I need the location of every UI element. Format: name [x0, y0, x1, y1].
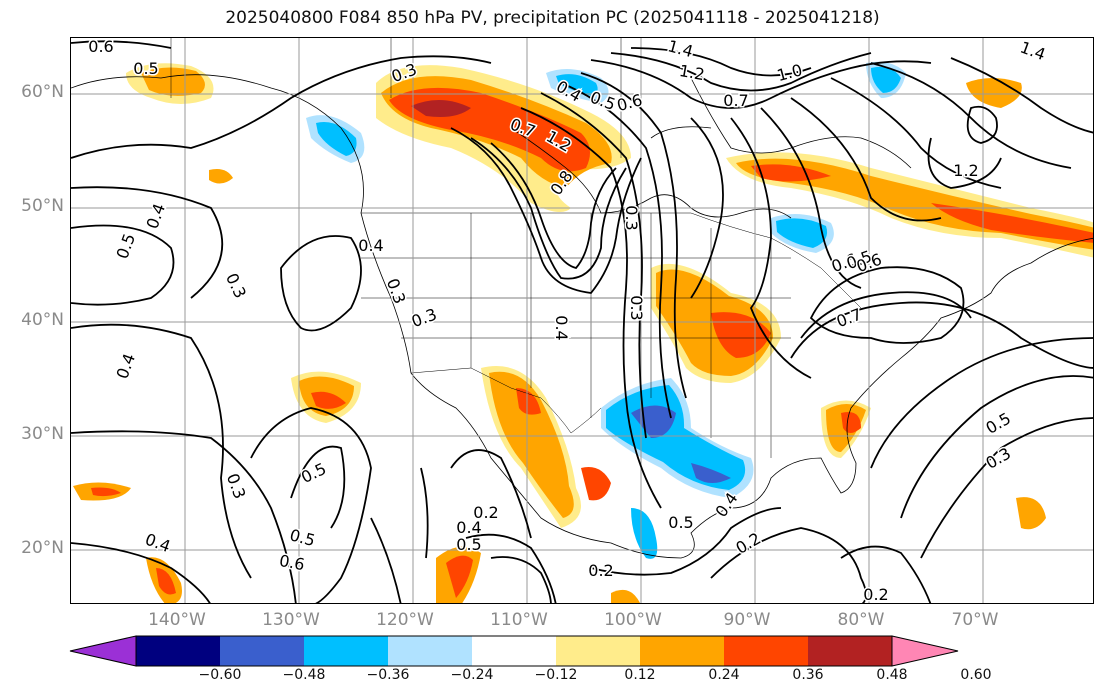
contour-label: 1.0	[775, 60, 805, 85]
contour-label: 0.2	[588, 561, 613, 580]
colorbar-segment	[472, 636, 556, 666]
colorbar-segment	[304, 636, 388, 666]
shade-positive	[1016, 497, 1046, 530]
colorbar-tick-label: −0.12	[534, 667, 578, 683]
shade-negative	[871, 66, 901, 93]
lon-label: 140°W	[148, 610, 206, 630]
contour-label: 0.2	[473, 503, 498, 522]
precipitation-shading	[73, 61, 1093, 603]
contour-label: 0.3	[383, 276, 410, 306]
contour-label: 0.3	[982, 444, 1014, 473]
shade-positive	[91, 487, 121, 497]
contour-label: 0.3	[222, 270, 250, 301]
colorbar-tick-label: 0.48	[876, 667, 908, 683]
map-panel: 0.6 0.5 1.4 1.2 1.0 0.7 1.4 0.3 0.4 0.5 0.6 0.7 1.2 0…	[70, 37, 1094, 604]
shade-positive	[411, 99, 471, 117]
lat-label: 30°N	[21, 424, 64, 444]
colorbar-tick-label: 0.60	[960, 667, 992, 683]
colorbar-tick-label: 0.24	[708, 667, 740, 683]
shade-negative	[556, 74, 598, 96]
contour-label: 1.2	[953, 161, 978, 180]
contour-label: 0.5	[288, 525, 318, 550]
map-plot: 0.60.51.41.2 1.00.71.40.30.4 0.50.60.7 1.20…	[71, 38, 1093, 604]
shade-positive	[841, 412, 861, 433]
contour-label: 0.3	[627, 295, 646, 320]
contour-label: 0.4	[358, 236, 383, 255]
pv-contours	[71, 40, 1093, 603]
contour-label: 0.5	[133, 59, 158, 78]
contour-label: 0.5	[456, 535, 481, 554]
contour-label: 0.4	[552, 315, 571, 340]
political-borders	[170, 38, 862, 458]
contour-label: 0.2	[863, 585, 888, 604]
shade-positive	[489, 371, 574, 518]
contour-label: 0.3	[622, 205, 641, 230]
lat-label: 20°N	[21, 538, 64, 558]
shade-positive	[516, 388, 541, 415]
colorbar-tick-label: 0.12	[624, 667, 656, 683]
colorbar-segment	[136, 636, 220, 666]
contour-label: 0.5	[668, 513, 693, 532]
colorbar-segment	[640, 636, 724, 666]
colorbar-tick-label: −0.36	[366, 667, 410, 683]
colorbar-segment	[808, 636, 892, 666]
shade-negative	[316, 122, 357, 156]
colorbar-segment	[556, 636, 640, 666]
contour-label: 0.4	[456, 518, 481, 537]
lat-label: 60°N	[21, 82, 64, 102]
lon-label: 120°W	[376, 610, 434, 630]
colorbar	[69, 635, 959, 667]
contour-label: 0.7	[723, 91, 748, 110]
lon-label: 70°W	[951, 610, 999, 630]
contour-label: 0.4	[143, 201, 170, 231]
colorbar-tick-label: −0.48	[282, 667, 326, 683]
shade-negative	[631, 508, 658, 559]
lat-label: 40°N	[21, 310, 64, 330]
colorbar-segment	[724, 636, 808, 666]
contour-label: 0.5	[298, 459, 329, 487]
colorbar-extend-min	[69, 635, 137, 667]
lon-label: 90°W	[723, 610, 771, 630]
shade-negative	[776, 218, 828, 248]
contour-label: 0.4	[143, 530, 173, 557]
colorbar-extend-max	[891, 635, 959, 667]
lon-label: 80°W	[837, 610, 885, 630]
lon-label: 130°W	[262, 610, 320, 630]
shade-positive	[711, 312, 771, 358]
map-title: 2025040800 F084 850 hPa PV, precipitatio…	[225, 8, 880, 28]
colorbar-tick-label: −0.60	[198, 667, 242, 683]
contour-label: 0.5	[982, 409, 1014, 438]
shade-positive	[751, 164, 831, 182]
shade-positive	[581, 467, 611, 501]
contour-label: 0.3	[223, 471, 250, 501]
contour-label: 1.4	[1018, 38, 1048, 64]
shade-positive	[611, 590, 640, 603]
contour-label: 0.4	[113, 351, 140, 381]
colorbar-tick-label: −0.24	[450, 667, 494, 683]
contour-label: 0.5	[588, 88, 618, 115]
contour-label: 0.5	[113, 231, 140, 261]
shade-positive	[209, 169, 233, 184]
contour-label: 0.6	[278, 551, 306, 574]
shade-positive	[966, 78, 1022, 108]
shade-negative	[691, 463, 731, 483]
colorbar-tick-label: 0.36	[792, 667, 824, 683]
contour-label: 0.2	[732, 529, 764, 558]
shade-positive	[156, 568, 176, 595]
colorbar-segment	[388, 636, 472, 666]
lat-label: 50°N	[21, 196, 64, 216]
contour-label: 0.6	[88, 38, 113, 56]
shade-positive	[446, 555, 473, 598]
colorbar-frame	[135, 635, 893, 667]
contour-label: 1.2	[678, 61, 706, 84]
colorbar-segment	[220, 636, 304, 666]
lon-label: 100°W	[604, 610, 662, 630]
shade-positive	[311, 391, 346, 409]
contour-label: 1.4	[666, 38, 696, 61]
lon-label: 110°W	[490, 610, 548, 630]
shade-positive	[931, 203, 1093, 243]
coastlines	[71, 74, 1093, 559]
